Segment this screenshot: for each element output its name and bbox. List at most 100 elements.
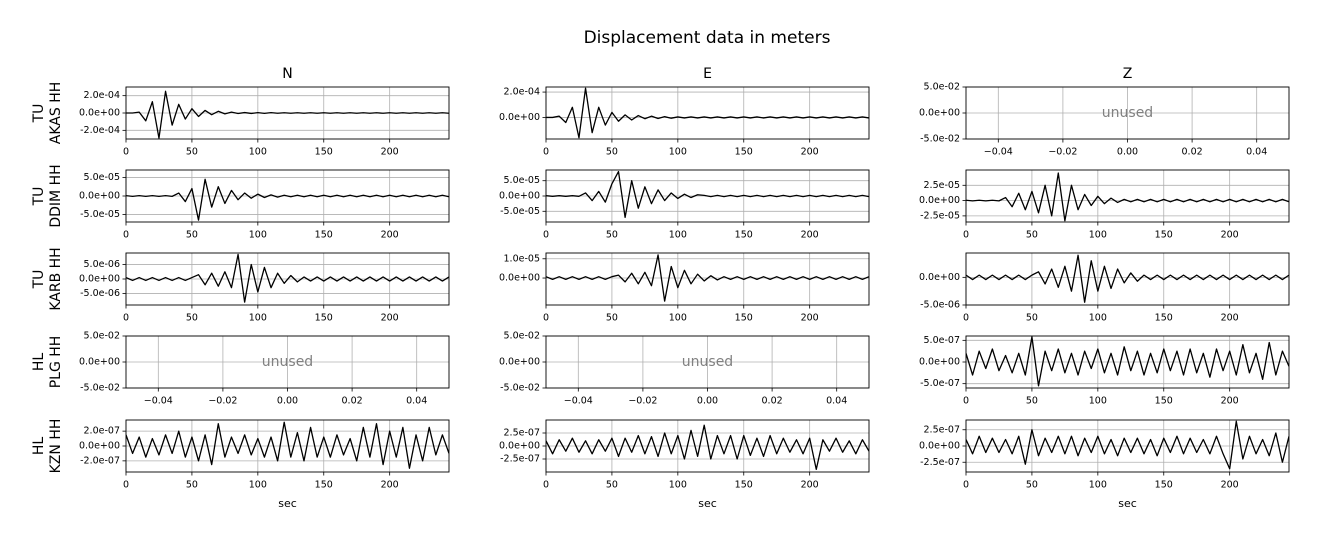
row-network: HL — [31, 437, 47, 456]
panel: 0.0e+00 -5.0e-060 50 100 150 200 — [919, 252, 1290, 324]
y-tick-label: 0.0e+00 — [499, 112, 540, 123]
x-tick-label: 0.04 — [406, 396, 427, 407]
y-tick-label: 0.0e+00 — [919, 357, 960, 368]
y-tick-label: 0.0e+00 — [499, 441, 540, 452]
panel: 2.5e-07 0.0e+00 -2.5e-07 0 50 100 150 200 sec — [919, 419, 1290, 510]
x-tick-label: 200 — [1221, 396, 1239, 407]
x-tick-label: 100 — [249, 147, 267, 158]
y-tick-label: -5.0e-02 — [80, 383, 120, 394]
panel: 2.5e-05 0.0e+00 -2.5e-050 50 100 150 200 — [919, 169, 1290, 241]
x-tick-label: 150 — [315, 147, 333, 158]
waveform — [546, 170, 869, 219]
row-label: TUAKAS HH — [31, 82, 64, 144]
y-tick-label: 5.0e-06 — [84, 259, 120, 270]
y-tick-label: 0.0e+00 — [499, 273, 540, 284]
panel: 5.0e-050.0e+00-5.0e-050 50 100 150 200 — [499, 169, 870, 241]
y-tick-label: 0.0e+00 — [919, 272, 960, 283]
x-tick-label: −0.02 — [628, 396, 657, 407]
y-tick-label: 2.5e-05 — [924, 180, 960, 191]
row-station: AKAS HH — [48, 82, 64, 144]
x-tick-label: 200 — [381, 313, 399, 324]
y-tick-label: -5.0e-06 — [80, 288, 120, 299]
y-tick-label: 2.5e-07 — [504, 428, 540, 439]
row-label: TUKARB HH — [31, 247, 64, 310]
y-tick-label: 2.0e-04 — [504, 87, 540, 98]
y-tick-label: 0.0e+00 — [79, 357, 120, 368]
row-label: HLPLG HH — [31, 336, 64, 389]
x-tick-label: 50 — [1026, 480, 1038, 491]
row-station: KARB HH — [48, 247, 64, 310]
row-label: HLKZN HH — [31, 419, 64, 474]
waveform — [546, 87, 869, 139]
annotation: unused — [262, 354, 313, 370]
axes-frame — [965, 335, 1290, 389]
x-tick-label: 0 — [123, 147, 129, 158]
y-tick-label: 2.0e-07 — [84, 426, 120, 437]
y-tick-label: 0.0e+00 — [499, 357, 540, 368]
y-tick-label: -2.5e-07 — [500, 454, 540, 465]
row-network: TU — [31, 104, 47, 124]
waveform — [966, 254, 1289, 303]
panel: 2.0e-04 0.0e+00 0 50 100 150 200 — [499, 86, 870, 158]
y-tick-label: 0.0e+00 — [79, 274, 120, 285]
x-tick-label: 0.02 — [1182, 147, 1203, 158]
x-tick-label: 0 — [963, 313, 969, 324]
axes-frame — [965, 86, 1290, 140]
panel: 5.0e-050.0e+00-5.0e-050 50 100 150 200 — [79, 169, 450, 241]
x-tick-label: 100 — [249, 230, 267, 241]
y-tick-label: -5.0e-06 — [920, 300, 960, 311]
x-tick-label: 150 — [1155, 396, 1173, 407]
x-tick-label: 200 — [801, 230, 819, 241]
x-tick-label: 150 — [735, 313, 753, 324]
y-tick-label: -2.0e-07 — [80, 455, 120, 466]
row-station: DDIM HH — [48, 164, 64, 227]
y-tick-label: -5.0e-05 — [80, 209, 120, 220]
row-station: PLG HH — [48, 336, 64, 389]
y-tick-label: 0.0e+00 — [919, 195, 960, 206]
x-tick-label: 50 — [186, 313, 198, 324]
x-tick-label: 200 — [1221, 230, 1239, 241]
row-network: TU — [31, 270, 47, 290]
axes-frame — [965, 419, 1290, 473]
x-tick-label: −0.04 — [564, 396, 593, 407]
x-tick-label: 0.02 — [762, 396, 783, 407]
panel: 1.0e-05 0.0e+00 0 50 100 150 200 — [499, 252, 870, 324]
y-tick-label: 5.0e-05 — [504, 175, 540, 186]
axes-frame — [545, 335, 870, 389]
x-tick-label: 0.00 — [277, 396, 298, 407]
x-tick-label: 150 — [1155, 480, 1173, 491]
x-tick-label: 0 — [963, 230, 969, 241]
x-tick-label: −0.02 — [1048, 147, 1077, 158]
x-tick-label: 0 — [543, 147, 549, 158]
x-tick-label: 0 — [963, 480, 969, 491]
axes-frame — [125, 86, 450, 140]
column-title: E — [703, 66, 712, 82]
x-tick-label: 100 — [1089, 313, 1107, 324]
x-tick-label: 0 — [963, 396, 969, 407]
waveform — [546, 424, 869, 471]
annotation: unused — [1102, 105, 1153, 121]
x-tick-label: 50 — [606, 313, 618, 324]
y-tick-label: 0.0e+00 — [79, 108, 120, 119]
annotation: unused — [682, 354, 733, 370]
panel: 5.0e-02 0.0e+00 -5.0e-02 −0.04 −0.02 0.00 0.02… — [499, 331, 870, 407]
y-tick-label: 5.0e-07 — [924, 335, 960, 346]
panel: 5.0e-02 0.0e+00 -5.0e-02 −0.04 −0.02 0.00 0.02… — [79, 331, 450, 407]
y-tick-label: -5.0e-02 — [500, 383, 540, 394]
panel: 5.0e-06 0.0e+00 -5.0e-06 0 50 100 150 200 — [79, 252, 450, 324]
x-tick-label: 150 — [1155, 313, 1173, 324]
y-tick-label: 0.0e+00 — [919, 108, 960, 119]
x-axis-label: sec — [698, 497, 717, 510]
y-tick-label: -2.5e-05 — [920, 210, 960, 221]
x-tick-label: 200 — [381, 480, 399, 491]
row-label: TUDDIM HH — [31, 164, 64, 227]
x-tick-label: −0.04 — [984, 147, 1013, 158]
x-tick-label: 100 — [249, 480, 267, 491]
x-tick-label: 50 — [1026, 396, 1038, 407]
x-tick-label: 100 — [1089, 396, 1107, 407]
waveform — [546, 254, 869, 302]
x-tick-label: 150 — [735, 230, 753, 241]
y-tick-label: -2.0e-04 — [80, 125, 120, 136]
